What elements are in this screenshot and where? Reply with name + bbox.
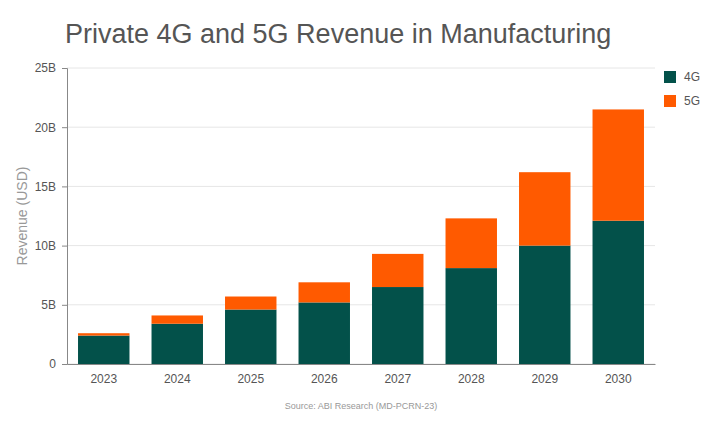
bar bbox=[225, 310, 276, 364]
bar bbox=[78, 336, 129, 364]
tick-mark bbox=[62, 246, 67, 247]
bar bbox=[299, 302, 350, 364]
tick-label: 2030 bbox=[605, 372, 632, 386]
tick: 2023 bbox=[90, 364, 117, 386]
legend-label: 5G bbox=[684, 94, 700, 108]
x-axis: 2023 2024 2025 2026 2027 2028 2029 2030 bbox=[68, 364, 656, 386]
tick-label: 2028 bbox=[458, 372, 485, 386]
grid-line bbox=[67, 127, 655, 128]
tick: 0 bbox=[49, 357, 67, 371]
tick-label: 5B bbox=[41, 298, 56, 312]
tick-label: 25B bbox=[35, 61, 56, 75]
bars bbox=[78, 109, 644, 364]
axis-line bbox=[68, 364, 656, 365]
tick: 2029 bbox=[531, 364, 558, 386]
y-axis: 0 5B 10B 15B 20B 25B bbox=[35, 61, 68, 371]
grid-line bbox=[67, 68, 655, 69]
tick: 2030 bbox=[605, 364, 632, 386]
tick: 20B bbox=[35, 121, 67, 135]
bar bbox=[593, 109, 644, 220]
legend-item: 4G bbox=[664, 70, 700, 84]
tick-label: 15B bbox=[35, 180, 56, 194]
tick: 25B bbox=[35, 61, 67, 75]
tick: 10B bbox=[35, 239, 67, 253]
tick: 5B bbox=[41, 298, 67, 312]
bar bbox=[152, 315, 203, 323]
tick: 2026 bbox=[311, 364, 338, 386]
chart: 05B10B15B20B25B2023202420252026202720282… bbox=[0, 0, 720, 440]
tick: 15B bbox=[35, 180, 67, 194]
grid bbox=[67, 68, 655, 364]
bar bbox=[519, 172, 570, 245]
tick-label: 2024 bbox=[164, 372, 191, 386]
bar bbox=[446, 218, 497, 268]
tick: 2025 bbox=[237, 364, 264, 386]
plot: 05B10B15B20B25B2023202420252026202720282… bbox=[35, 61, 656, 385]
tick-mark bbox=[62, 68, 67, 69]
tick: 2027 bbox=[384, 364, 411, 386]
tick-label: 0 bbox=[49, 357, 56, 371]
bar bbox=[372, 287, 423, 364]
tick: 2024 bbox=[164, 364, 191, 386]
tick-mark bbox=[62, 364, 67, 365]
legend-label: 4G bbox=[684, 70, 700, 84]
tick-label: 2026 bbox=[311, 372, 338, 386]
legend-swatch bbox=[664, 71, 676, 83]
axis-title: Revenue (USD) bbox=[14, 167, 30, 266]
bar bbox=[78, 333, 129, 335]
tick-label: 2025 bbox=[237, 372, 264, 386]
tick-label: 10B bbox=[35, 239, 56, 253]
bar bbox=[593, 221, 644, 364]
tick-mark bbox=[62, 305, 67, 306]
tick-mark bbox=[62, 127, 67, 128]
tick-label: 20B bbox=[35, 121, 56, 135]
bar bbox=[519, 246, 570, 364]
title: Private 4G and 5G Revenue in Manufacturi… bbox=[65, 19, 611, 49]
tick: 2028 bbox=[458, 364, 485, 386]
bar bbox=[446, 268, 497, 364]
bar bbox=[152, 324, 203, 364]
legend: 4G 5G bbox=[664, 70, 700, 108]
legend-swatch bbox=[664, 95, 676, 107]
tick-label: 2023 bbox=[90, 372, 117, 386]
legend-item: 5G bbox=[664, 94, 700, 108]
axis-line bbox=[62, 69, 68, 365]
series bbox=[78, 109, 644, 335]
tick-label: 2029 bbox=[531, 372, 558, 386]
tick-mark bbox=[62, 186, 67, 187]
bar bbox=[225, 297, 276, 310]
source: Source: ABI Research (MD-PCRN-23) bbox=[285, 401, 438, 411]
tick-label: 2027 bbox=[384, 372, 411, 386]
bar bbox=[372, 254, 423, 287]
bar bbox=[299, 282, 350, 302]
